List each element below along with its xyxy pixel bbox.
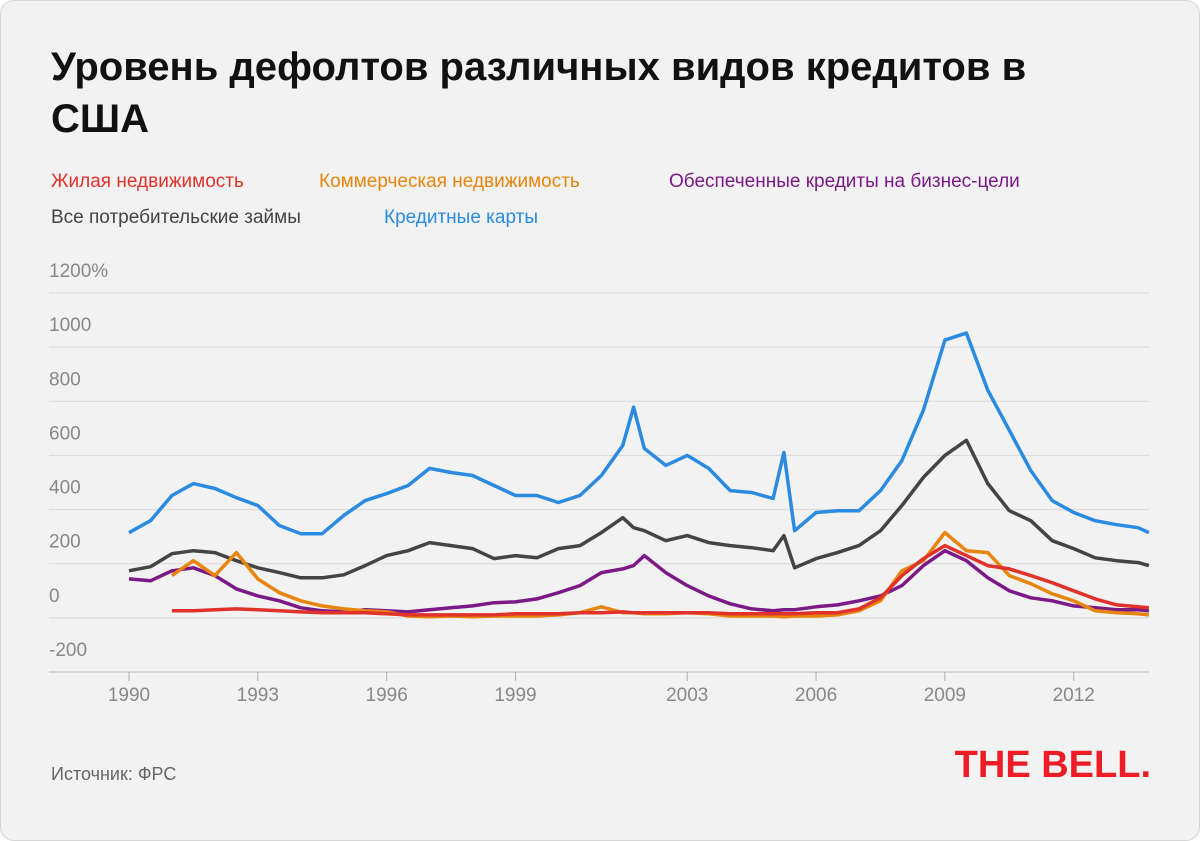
y-tick-label: 800	[49, 369, 81, 390]
y-tick-label: 1200%	[49, 261, 108, 282]
series-line	[128, 548, 1150, 614]
legend-label: Коммерческая недвижимость	[319, 171, 580, 192]
legend-label: Все потребительские займы	[51, 207, 301, 228]
y-tick-label: 400	[49, 478, 81, 499]
series-line	[171, 543, 1150, 617]
legend-label: Жилая недвижимость	[51, 171, 244, 192]
x-tick-label: 1999	[494, 685, 536, 706]
x-tick-label: 1996	[366, 685, 408, 706]
logo: THE BELL.	[955, 744, 1151, 786]
x-tick-label: 2003	[666, 685, 708, 706]
x-tick-label: 2006	[795, 685, 837, 706]
x-tick-label: 2009	[924, 685, 966, 706]
series-line	[128, 438, 1150, 580]
y-tick-label: 200	[49, 532, 81, 553]
chart-title: Уровень дефолтов различных видов кредито…	[51, 45, 1027, 141]
x-tick-label: 2012	[1053, 685, 1095, 706]
source: Источник: ФРС	[51, 764, 176, 784]
series-line	[170, 530, 1150, 619]
x-tick-label: 1990	[108, 685, 150, 706]
x-tick-label: 1993	[237, 685, 279, 706]
y-tick-label: 600	[49, 423, 81, 444]
y-tick-label: -200	[49, 640, 87, 661]
series-line	[128, 331, 1150, 536]
legend-label: Обеспеченные кредиты на бизнес-цели	[669, 171, 1020, 192]
y-tick-label: 1000	[49, 315, 91, 336]
y-tick-label: 0	[49, 586, 60, 607]
legend-label: Кредитные карты	[384, 207, 538, 228]
